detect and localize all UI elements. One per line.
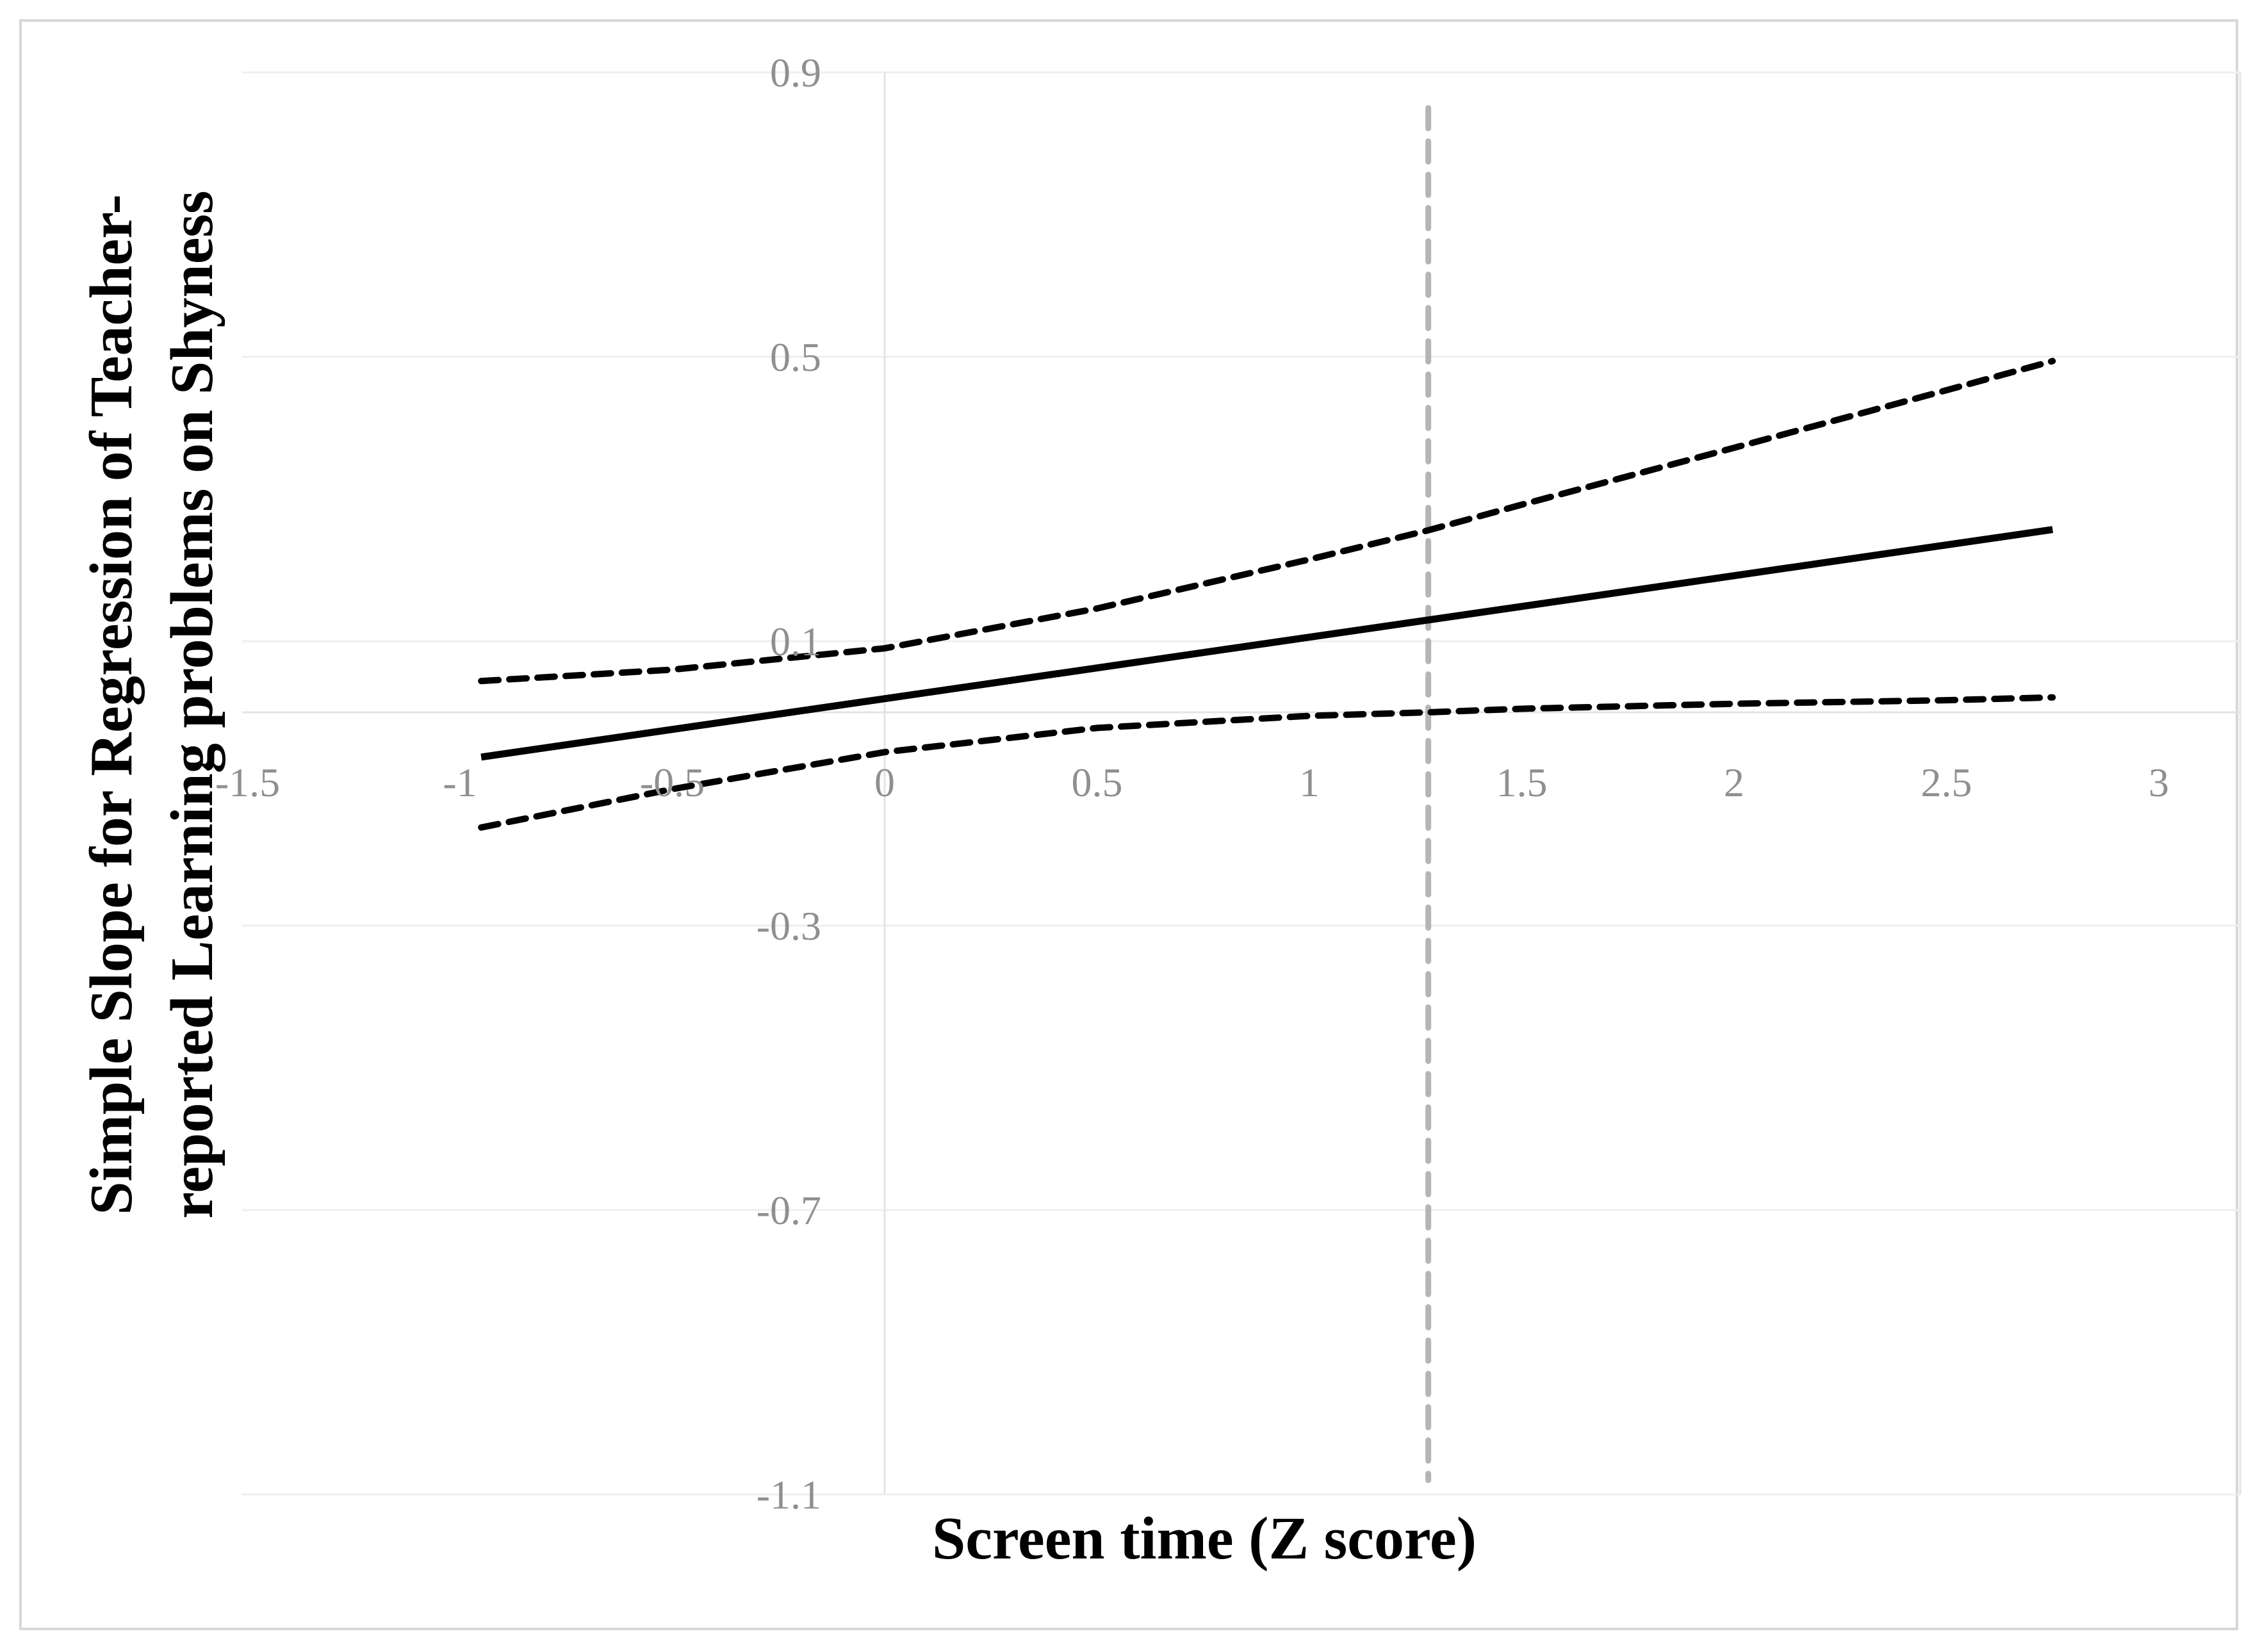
x-tick-label: -1 [443,760,477,805]
y-tick-label: 0.5 [770,334,821,380]
gridlines [242,71,2241,1496]
y-tick-label: -0.3 [757,903,821,949]
x-tick-label: 0.5 [1072,760,1123,805]
upper-95-ci-line [478,357,2056,685]
y-axis-title: Simple Slope for Regression of Teacher- … [78,190,225,1218]
y-axis-tick-labels: 0.9 0.5 0.1 -0.3 -0.7 -1.1 [757,50,821,1517]
x-tick-label: -0.5 [640,760,705,805]
y-tick-label: 0.1 [770,619,821,664]
figure-border [19,19,2238,1630]
x-axis-title: Screen time (Z score) [932,1505,1477,1572]
x-axis-tick-labels: -1.5 -1 -0.5 0 0.5 1 1.5 2 2.5 3 [215,760,2169,805]
simple-slope-line [480,526,2054,761]
y-axis-title-line2: reported Learning problems on Shyness [159,190,225,1218]
y-tick-label: -0.7 [757,1188,821,1233]
x-tick-label: 3 [2149,760,2169,805]
series-lines [478,357,2056,831]
x-tick-label: 0 [874,760,895,805]
lower-95-ci-line [478,694,2056,831]
x-tick-label: 1 [1299,760,1320,805]
y-tick-label: -1.1 [757,1472,821,1517]
x-tick-label: 2 [1724,760,1744,805]
x-tick-label: 1.5 [1496,760,1548,805]
y-tick-label: 0.9 [770,50,821,95]
y-axis-title-line1: Simple Slope for Regression of Teacher- [78,194,145,1215]
x-tick-label: 2.5 [1921,760,1972,805]
x-tick-label: -1.5 [215,760,280,805]
